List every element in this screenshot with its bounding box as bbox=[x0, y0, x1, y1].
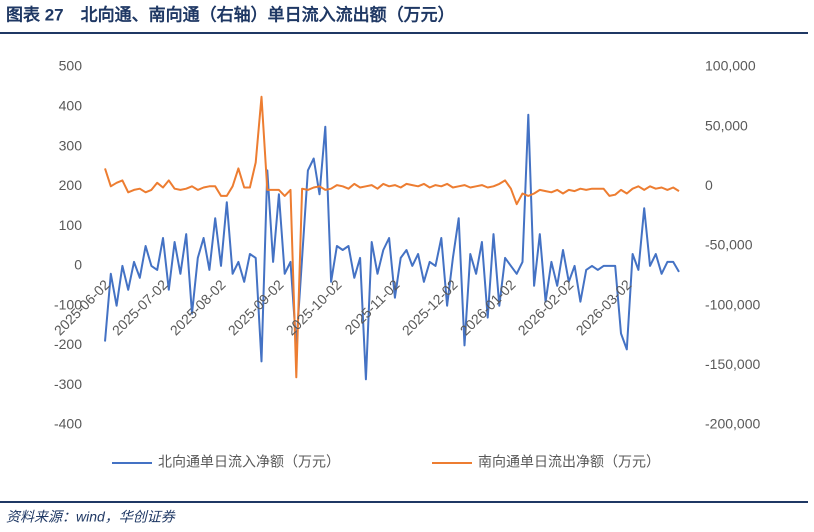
y-tick-label: 400 bbox=[59, 97, 83, 113]
y-tick-label: 300 bbox=[59, 137, 83, 153]
legend-label: 北向通单日流入净额（万元） bbox=[158, 454, 340, 470]
y-tick-label: 500 bbox=[59, 58, 83, 74]
y-tick-label: 200 bbox=[59, 177, 83, 193]
y2-tick-label: -50,000 bbox=[705, 237, 753, 253]
x-tick-label: 2025-12-02 bbox=[399, 276, 461, 338]
y2-tick-label: 50,000 bbox=[705, 117, 748, 133]
y2-tick-label: 100,000 bbox=[705, 58, 756, 74]
y-tick-label: 0 bbox=[74, 257, 82, 273]
y-tick-label: -300 bbox=[54, 376, 82, 392]
y2-tick-label: -150,000 bbox=[705, 356, 760, 372]
series-line bbox=[104, 95, 680, 379]
source: 资料来源：wind，华创证券 bbox=[6, 509, 176, 525]
y-tick-label: 100 bbox=[59, 217, 83, 233]
series-line bbox=[104, 113, 680, 381]
y2-tick-label: -100,000 bbox=[705, 296, 760, 312]
x-tick-label: 2026-03-02 bbox=[573, 276, 635, 338]
y-tick-label: -100 bbox=[54, 296, 82, 312]
x-tick-label: 2025-08-02 bbox=[167, 276, 229, 338]
x-tick-label: 2025-11-02 bbox=[341, 276, 402, 337]
legend-label: 南向通单日流出净额（万元） bbox=[478, 454, 660, 470]
y-tick-label: -200 bbox=[54, 336, 82, 352]
y2-tick-label: -200,000 bbox=[705, 416, 760, 432]
y-tick-label: -400 bbox=[54, 416, 82, 432]
y2-tick-label: 0 bbox=[705, 177, 713, 193]
x-tick-label: 2025-09-02 bbox=[225, 276, 287, 338]
chart-title: 图表 27 北向通、南向通（右轴）单日流入流出额（万元） bbox=[6, 4, 455, 24]
x-tick-label: 2025-07-02 bbox=[109, 276, 171, 338]
x-tick-label: 2026-02-02 bbox=[515, 276, 577, 338]
